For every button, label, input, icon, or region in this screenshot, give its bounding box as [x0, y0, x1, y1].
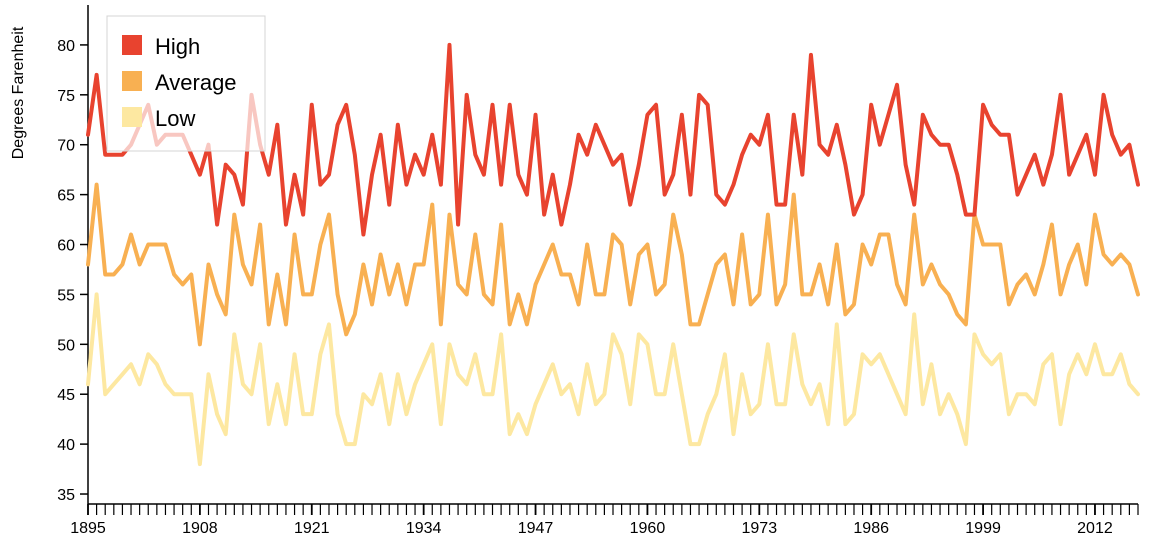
x-tick-label: 1934: [406, 520, 442, 537]
y-tick-label: 50: [57, 337, 75, 354]
axes: 35 40 45 50 55 60 65 70 75 80 1895 1908 1921 1934 1947…: [57, 5, 1139, 537]
legend[interactable]: High Average Low: [106, 15, 266, 152]
x-tick-label: 1986: [853, 520, 889, 537]
y-axis-label: Degrees Farenheit: [10, 26, 27, 159]
x-tick-label: 1908: [182, 520, 218, 537]
legend-label-average[interactable]: Average: [155, 70, 237, 95]
x-tick-label: 1960: [630, 520, 666, 537]
x-tick-label: 2012: [1077, 520, 1113, 537]
series-line-high: [86, 42, 1140, 237]
series-lines: [86, 42, 1140, 467]
legend-label-low[interactable]: Low: [155, 106, 195, 131]
x-tick-label: 1947: [518, 520, 554, 537]
series-line-average: [86, 182, 1140, 347]
y-tick-label: 75: [57, 88, 75, 105]
y-tick-label: 70: [57, 138, 75, 155]
y-tick-label: 40: [57, 437, 75, 454]
legend-swatch-low: [122, 107, 142, 127]
x-tick-label: 1999: [965, 520, 1001, 537]
y-tick-label: 65: [57, 188, 75, 205]
y-tick-label: 80: [57, 38, 75, 55]
legend-swatch-high: [122, 35, 142, 55]
y-tick-label: 55: [57, 287, 75, 304]
y-tick-label: 35: [57, 487, 75, 504]
x-tick-label: 1895: [70, 520, 106, 537]
y-tick-label: 45: [57, 387, 75, 404]
y-tick-label: 60: [57, 238, 75, 255]
x-tick-label: 1921: [294, 520, 330, 537]
x-tick-label: 1973: [742, 520, 778, 537]
series-line-low: [86, 292, 1140, 467]
legend-swatch-average: [122, 71, 142, 91]
legend-label-high[interactable]: High: [155, 34, 200, 59]
